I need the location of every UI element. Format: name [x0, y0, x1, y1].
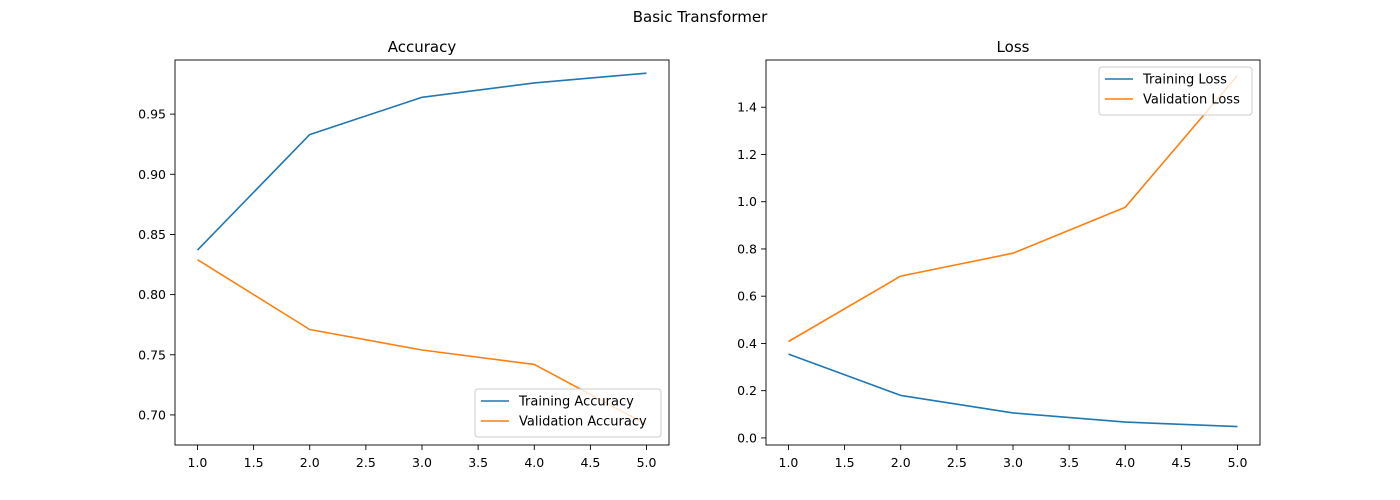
legend-label: Validation Accuracy: [519, 415, 647, 430]
loss-legend: Training Loss Validation Loss: [1098, 66, 1253, 116]
accuracy-axes-frame: [174, 59, 670, 446]
x-tick-label: 1.0: [779, 455, 799, 470]
x-tick-label: 4.5: [580, 455, 600, 470]
y-tick-label: 0.70: [138, 407, 166, 422]
y-tick-label: 0.90: [138, 167, 166, 182]
x-tick-label: 2.5: [356, 455, 376, 470]
x-tick-label: 1.0: [188, 455, 208, 470]
accuracy-title: Accuracy: [388, 38, 457, 56]
legend-label: Training Loss: [1142, 73, 1227, 88]
x-tick-label: 5.0: [637, 455, 657, 470]
x-tick-label: 1.5: [244, 455, 264, 470]
x-tick-label: 4.5: [1171, 455, 1191, 470]
accuracy-chart: Accuracy 1.0 1.5 2.0 2.5 3.0 3.5 4.0 4.5 5.0 0.70 0…: [138, 38, 670, 470]
y-tick-label: 0.8: [737, 241, 757, 256]
legend-box: [474, 388, 662, 438]
validation-accuracy-line: [197, 259, 647, 426]
legend-label: Training Accuracy: [518, 395, 634, 410]
y-tick-label: 0.80: [138, 287, 166, 302]
legend-label: Validation Loss: [1143, 93, 1240, 108]
y-tick-label: 1.2: [737, 147, 757, 162]
x-tick-label: 1.5: [835, 455, 855, 470]
training-loss-line: [788, 353, 1238, 428]
y-tick-label: 0.0: [737, 430, 757, 445]
x-tick-label: 2.5: [947, 455, 967, 470]
y-tick-label: 0.85: [138, 227, 166, 242]
x-tick-label: 2.0: [300, 455, 320, 470]
validation-loss-line: [788, 74, 1239, 343]
x-tick-label: 3.5: [1059, 455, 1079, 470]
y-tick-label: 0.4: [737, 336, 757, 351]
x-tick-label: 4.0: [1115, 455, 1135, 470]
y-tick-label: 0.2: [737, 383, 757, 398]
y-tick-label: 0.75: [138, 347, 166, 362]
loss-chart: Loss 1.0 1.5 2.0 2.5 3.0 3.5 4.0 4.5 5.0 0.0 0.2 0.4…: [737, 38, 1261, 470]
x-tick-label: 3.0: [412, 455, 432, 470]
loss-axes-frame: [765, 59, 1261, 446]
x-tick-label: 3.5: [468, 455, 488, 470]
accuracy-legend: Training Accuracy Validation Accuracy: [474, 388, 662, 438]
x-tick-label: 3.0: [1003, 455, 1023, 470]
y-tick-label: 0.95: [138, 107, 166, 122]
loss-title: Loss: [997, 38, 1030, 56]
training-accuracy-line: [196, 72, 647, 251]
legend-box: [1098, 66, 1253, 116]
x-tick-label: 4.0: [524, 455, 544, 470]
y-tick-label: 0.6: [737, 289, 757, 304]
y-tick-label: 1.4: [737, 100, 757, 115]
loss-plot-area: [788, 74, 1239, 428]
figure-suptitle: Basic Transformer: [633, 8, 768, 26]
x-tick-label: 5.0: [1228, 455, 1248, 470]
accuracy-plot-area: [196, 72, 647, 426]
y-tick-label: 1.0: [737, 194, 757, 209]
x-tick-label: 2.0: [891, 455, 911, 470]
